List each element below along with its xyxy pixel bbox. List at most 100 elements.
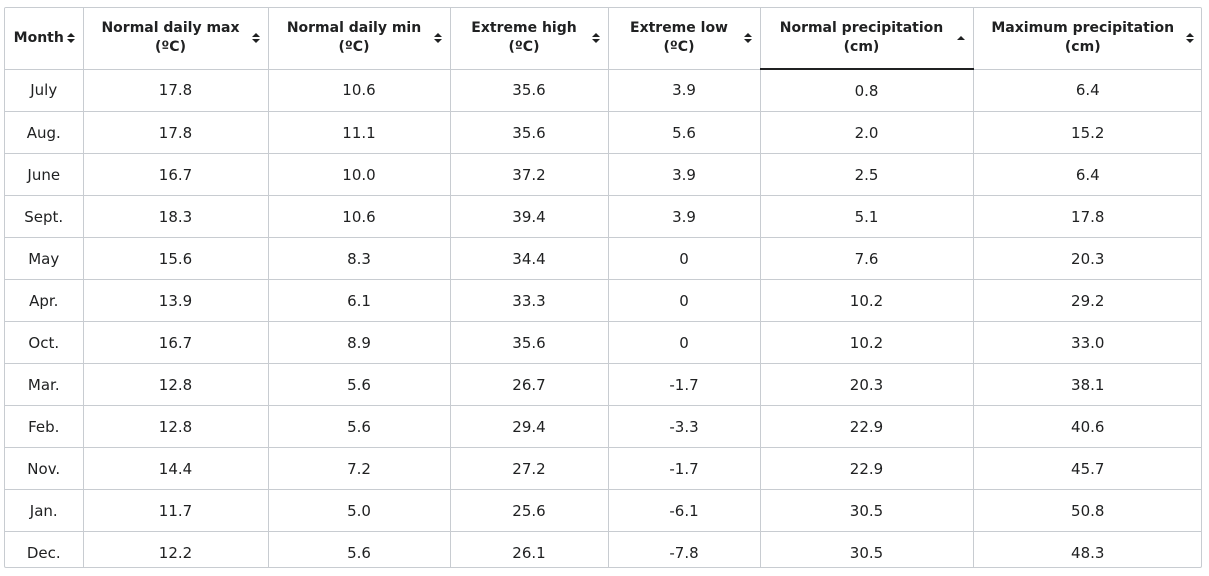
- cell-extreme-low: -6.1: [608, 489, 761, 532]
- cell-normal-daily-min: 11.1: [268, 111, 451, 154]
- sort-both-icon[interactable]: [66, 32, 75, 44]
- cell-extreme-low: -1.7: [608, 447, 761, 490]
- column-header-month[interactable]: Month: [5, 8, 84, 70]
- cell-normal-daily-max: 16.7: [83, 321, 269, 364]
- cell-extreme-high: 27.2: [450, 447, 609, 490]
- column-header-extreme-low[interactable]: Extreme low (ºC): [608, 8, 761, 70]
- cell-month: Dec.: [5, 531, 84, 567]
- cell-normal-precipitation: 5.1: [760, 195, 974, 238]
- cell-normal-daily-max: 17.8: [83, 69, 269, 112]
- cell-month: Aug.: [5, 111, 84, 154]
- cell-normal-daily-max: 12.2: [83, 531, 269, 567]
- cell-normal-precipitation: 30.5: [760, 531, 974, 567]
- cell-maximum-precipitation: 15.2: [973, 111, 1201, 154]
- cell-extreme-high: 33.3: [450, 279, 609, 322]
- cell-extreme-low: 0: [608, 279, 761, 322]
- cell-extreme-low: 0: [608, 237, 761, 280]
- cell-normal-daily-min: 10.6: [268, 195, 451, 238]
- cell-maximum-precipitation: 40.6: [973, 405, 1201, 448]
- cell-month: Sept.: [5, 195, 84, 238]
- cell-extreme-low: -1.7: [608, 363, 761, 406]
- column-header-maximum-precipitation[interactable]: Maximum precipitation (cm): [973, 8, 1201, 70]
- column-header-label: Extreme high (ºC): [471, 20, 577, 56]
- cell-normal-precipitation: 0.8: [760, 69, 974, 112]
- sort-both-icon[interactable]: [743, 32, 752, 44]
- column-header-normal-precipitation[interactable]: Normal precipitation (cm): [760, 8, 974, 70]
- cell-extreme-high: 35.6: [450, 111, 609, 154]
- column-header-normal-daily-max[interactable]: Normal daily max (ºC): [83, 8, 269, 70]
- cell-normal-precipitation: 10.2: [760, 321, 974, 364]
- cell-normal-precipitation: 10.2: [760, 279, 974, 322]
- table-row: Mar. 12.8 5.6 26.7 -1.7 20.3 38.1: [5, 363, 1201, 406]
- cell-extreme-high: 35.6: [450, 69, 609, 112]
- cell-extreme-low: 5.6: [608, 111, 761, 154]
- sort-both-icon[interactable]: [591, 32, 600, 44]
- table-row: Feb. 12.8 5.6 29.4 -3.3 22.9 40.6: [5, 405, 1201, 448]
- table-row: July 17.8 10.6 35.6 3.9 0.8 6.4: [5, 69, 1201, 112]
- cell-normal-daily-min: 10.0: [268, 153, 451, 196]
- cell-extreme-low: 0: [608, 321, 761, 364]
- column-header-extreme-high[interactable]: Extreme high (ºC): [450, 8, 609, 70]
- column-header-label: Normal daily min (ºC): [286, 20, 422, 56]
- cell-maximum-precipitation: 20.3: [973, 237, 1201, 280]
- cell-normal-daily-max: 17.8: [83, 111, 269, 154]
- cell-normal-daily-min: 5.6: [268, 531, 451, 567]
- cell-extreme-high: 35.6: [450, 321, 609, 364]
- column-header-label: Extreme low (ºC): [630, 20, 728, 56]
- cell-normal-daily-min: 5.6: [268, 363, 451, 406]
- cell-normal-daily-min: 6.1: [268, 279, 451, 322]
- sort-both-icon[interactable]: [1186, 32, 1194, 44]
- sort-both-icon[interactable]: [433, 32, 442, 44]
- cell-normal-daily-max: 18.3: [83, 195, 269, 238]
- cell-normal-daily-min: 10.6: [268, 69, 451, 112]
- cell-normal-precipitation: 2.0: [760, 111, 974, 154]
- cell-extreme-high: 25.6: [450, 489, 609, 532]
- cell-normal-daily-max: 11.7: [83, 489, 269, 532]
- table-body: July 17.8 10.6 35.6 3.9 0.8 6.4 Aug. 17.8 11.1 35.…: [5, 69, 1201, 567]
- cell-extreme-low: -3.3: [608, 405, 761, 448]
- table-header-row: Month Normal daily max (ºC) Normal daily mi…: [5, 8, 1201, 70]
- column-header-label: Normal daily max (ºC): [101, 20, 240, 56]
- cell-normal-daily-max: 14.4: [83, 447, 269, 490]
- table-row: Nov. 14.4 7.2 27.2 -1.7 22.9 45.7: [5, 447, 1201, 490]
- cell-normal-daily-min: 5.0: [268, 489, 451, 532]
- cell-extreme-low: 3.9: [608, 69, 761, 112]
- table-row: Apr. 13.9 6.1 33.3 0 10.2 29.2: [5, 279, 1201, 322]
- cell-normal-daily-min: 8.9: [268, 321, 451, 364]
- climate-table: Month Normal daily max (ºC) Normal daily mi…: [5, 8, 1201, 567]
- sort-ascending-icon[interactable]: [956, 32, 965, 44]
- column-header-label: Normal precipitation (cm): [779, 20, 944, 55]
- column-header-normal-daily-min[interactable]: Normal daily min (ºC): [268, 8, 451, 70]
- cell-month: Nov.: [5, 447, 84, 490]
- cell-normal-daily-min: 5.6: [268, 405, 451, 448]
- cell-maximum-precipitation: 29.2: [973, 279, 1201, 322]
- cell-normal-precipitation: 20.3: [760, 363, 974, 406]
- cell-month: Feb.: [5, 405, 84, 448]
- cell-normal-precipitation: 7.6: [760, 237, 974, 280]
- cell-extreme-low: 3.9: [608, 195, 761, 238]
- table-row: Aug. 17.8 11.1 35.6 5.6 2.0 15.2: [5, 111, 1201, 154]
- cell-month: June: [5, 153, 84, 196]
- cell-month: July: [5, 69, 84, 112]
- column-header-label: Maximum precipitation (cm): [991, 20, 1175, 56]
- cell-month: Jan.: [5, 489, 84, 532]
- sort-both-icon[interactable]: [251, 32, 260, 44]
- table-row: Jan. 11.7 5.0 25.6 -6.1 30.5 50.8: [5, 489, 1201, 532]
- cell-normal-precipitation: 2.5: [760, 153, 974, 196]
- cell-normal-daily-min: 7.2: [268, 447, 451, 490]
- cell-month: Oct.: [5, 321, 84, 364]
- cell-extreme-high: 34.4: [450, 237, 609, 280]
- cell-normal-daily-max: 15.6: [83, 237, 269, 280]
- cell-maximum-precipitation: 38.1: [973, 363, 1201, 406]
- cell-normal-daily-max: 16.7: [83, 153, 269, 196]
- cell-maximum-precipitation: 33.0: [973, 321, 1201, 364]
- cell-normal-precipitation: 22.9: [760, 447, 974, 490]
- cell-normal-daily-min: 8.3: [268, 237, 451, 280]
- cell-maximum-precipitation: 6.4: [973, 69, 1201, 112]
- cell-extreme-high: 26.7: [450, 363, 609, 406]
- cell-maximum-precipitation: 17.8: [973, 195, 1201, 238]
- cell-maximum-precipitation: 48.3: [1071, 543, 1105, 562]
- cell-normal-precipitation: 22.9: [760, 405, 974, 448]
- cell-normal-daily-max: 13.9: [83, 279, 269, 322]
- cell-extreme-low: 3.9: [608, 153, 761, 196]
